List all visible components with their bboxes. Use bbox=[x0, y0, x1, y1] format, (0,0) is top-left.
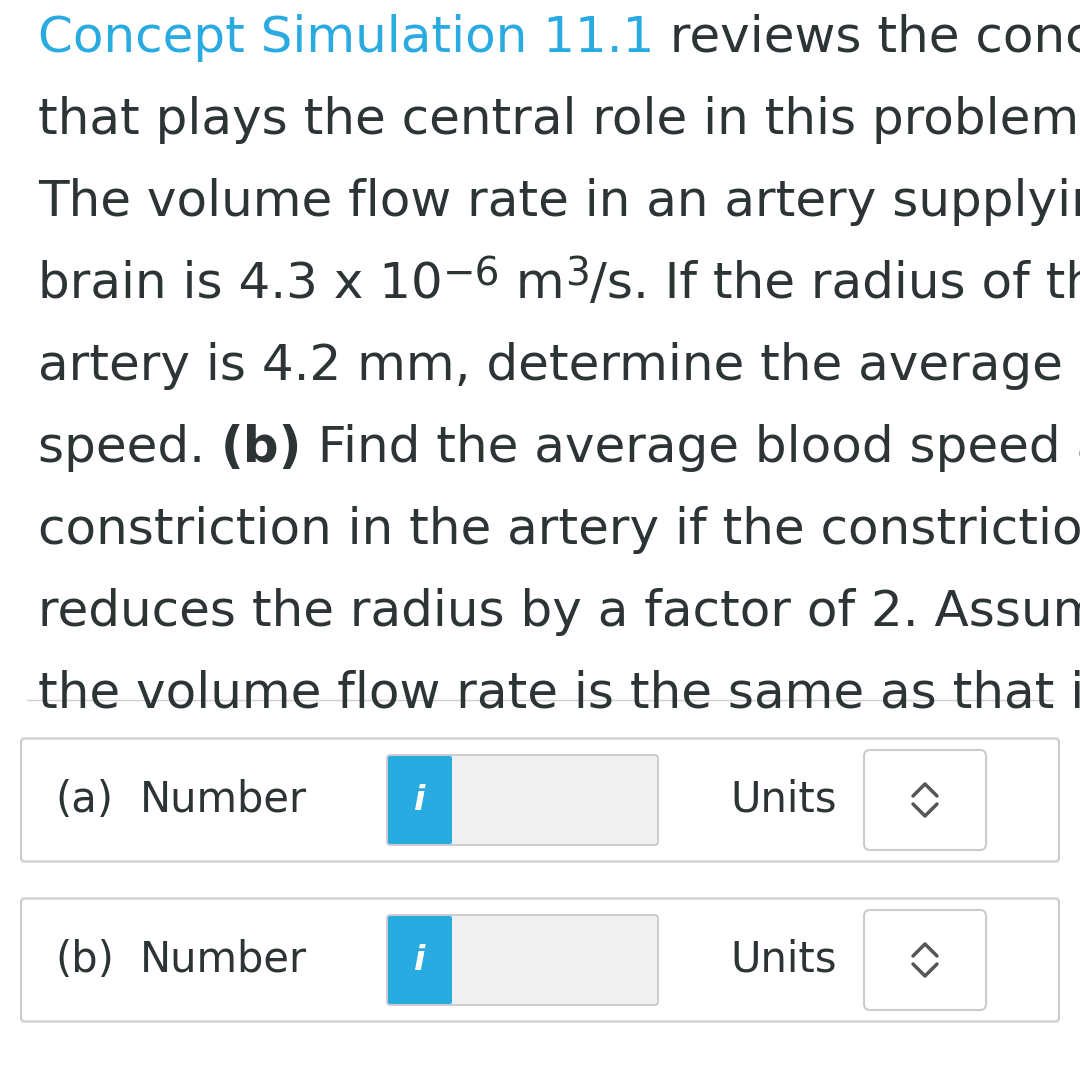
FancyBboxPatch shape bbox=[864, 750, 986, 850]
Text: Units: Units bbox=[730, 779, 837, 821]
Text: that plays the central role in this problem.: that plays the central role in this prob… bbox=[38, 96, 1080, 144]
Text: reduces the radius by a factor of 2. Assume that: reduces the radius by a factor of 2. Ass… bbox=[38, 588, 1080, 636]
FancyBboxPatch shape bbox=[387, 755, 658, 845]
Text: (b): (b) bbox=[221, 424, 302, 472]
Text: (a): (a) bbox=[55, 779, 113, 821]
Text: Number: Number bbox=[140, 939, 307, 981]
FancyBboxPatch shape bbox=[388, 756, 453, 843]
Text: The volume flow rate in an artery supplying the: The volume flow rate in an artery supply… bbox=[38, 178, 1080, 226]
Text: reviews the concept: reviews the concept bbox=[654, 14, 1080, 62]
Text: (b): (b) bbox=[55, 939, 113, 981]
Text: Number: Number bbox=[140, 779, 307, 821]
Text: (a).: (a). bbox=[38, 752, 123, 800]
FancyBboxPatch shape bbox=[388, 916, 453, 1004]
Text: Find the average blood speed as a: Find the average blood speed as a bbox=[302, 424, 1080, 472]
FancyBboxPatch shape bbox=[21, 739, 1059, 862]
Text: i: i bbox=[415, 944, 426, 976]
Text: Units: Units bbox=[730, 939, 837, 981]
Text: the volume flow rate is the same as that in part: the volume flow rate is the same as that… bbox=[38, 670, 1080, 718]
Text: i: i bbox=[415, 783, 426, 816]
Text: constriction in the artery if the constriction: constriction in the artery if the constr… bbox=[38, 507, 1080, 554]
Text: brain is 4.3 x 10: brain is 4.3 x 10 bbox=[38, 260, 443, 308]
Text: 3: 3 bbox=[565, 255, 590, 293]
FancyBboxPatch shape bbox=[21, 899, 1059, 1022]
Text: artery is 4.2 mm, determine the average blood: artery is 4.2 mm, determine the average … bbox=[38, 342, 1080, 390]
Text: −6: −6 bbox=[443, 255, 500, 293]
Text: m: m bbox=[500, 260, 565, 308]
FancyBboxPatch shape bbox=[864, 910, 986, 1010]
Text: speed.: speed. bbox=[38, 424, 221, 472]
Text: Concept Simulation 11.1: Concept Simulation 11.1 bbox=[38, 14, 654, 62]
Text: /s. If the radius of the: /s. If the radius of the bbox=[590, 260, 1080, 308]
FancyBboxPatch shape bbox=[387, 915, 658, 1005]
